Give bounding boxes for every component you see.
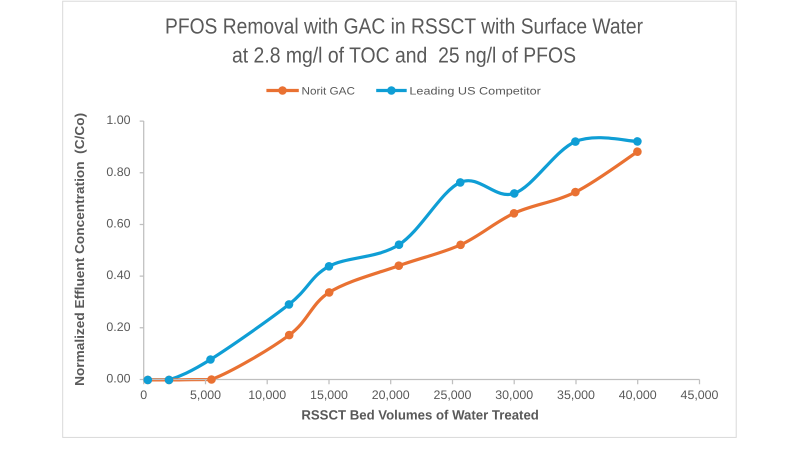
svg-text:0.20: 0.20 — [106, 320, 130, 334]
svg-text:Normalized Effluent Concentrat: Normalized Effluent Concentration (C/Co) — [72, 113, 87, 386]
svg-text:20,000: 20,000 — [372, 388, 410, 402]
svg-text:40,000: 40,000 — [619, 388, 657, 402]
svg-text:0.60: 0.60 — [106, 217, 130, 231]
svg-text:30,000: 30,000 — [495, 388, 533, 402]
svg-text:0.80: 0.80 — [106, 165, 130, 179]
svg-text:25,000: 25,000 — [434, 388, 472, 402]
svg-text:35,000: 35,000 — [557, 388, 595, 402]
svg-text:Leading US Competitor: Leading US Competitor — [409, 85, 541, 97]
svg-text:RSSCT Bed Volumes of Water Tre: RSSCT Bed Volumes of Water Treated — [301, 407, 539, 422]
svg-text:PFOS Removal with GAC in RSSCT: PFOS Removal with GAC in RSSCT with Surf… — [165, 13, 643, 38]
svg-text:Norit GAC: Norit GAC — [302, 85, 356, 97]
svg-text:at 2.8 mg/l of TOC and 25 ng/: at 2.8 mg/l of TOC and 25 ng/l of PFOS — [232, 43, 576, 68]
svg-text:0.00: 0.00 — [106, 372, 130, 386]
svg-text:15,000: 15,000 — [310, 388, 348, 402]
svg-text:0.40: 0.40 — [106, 268, 130, 282]
svg-text:0: 0 — [140, 388, 147, 402]
svg-text:45,000: 45,000 — [681, 388, 719, 402]
svg-text:10,000: 10,000 — [248, 388, 286, 402]
svg-text:1.00: 1.00 — [106, 113, 130, 127]
svg-text:5,000: 5,000 — [190, 388, 221, 402]
